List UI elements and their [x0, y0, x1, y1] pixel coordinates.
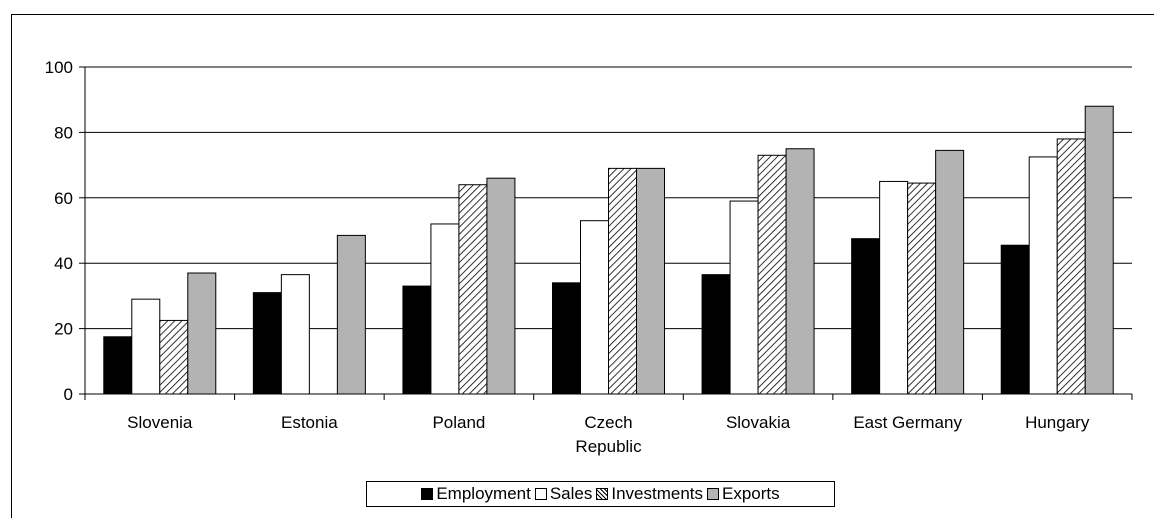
bar-employment-estonia [252, 292, 282, 395]
bar-exports-poland [486, 177, 516, 395]
category-label: Republic [575, 437, 642, 456]
y-tick-labels: 0 20 40 60 80 100 [45, 58, 73, 404]
bar-sales-estonia [280, 274, 310, 395]
bar-investments-poland [458, 184, 488, 395]
bar-sales-poland [430, 223, 460, 395]
bar-sales-east-germany [879, 180, 909, 395]
legend-label: Sales [549, 484, 593, 503]
bar-exports-slovenia [187, 272, 217, 395]
bar-exports-slovakia [785, 148, 815, 395]
category-label: Poland [432, 413, 485, 432]
y-tick-label: 60 [54, 189, 73, 208]
bar-investments-hungary [1056, 138, 1086, 395]
category-label: Slovakia [726, 413, 791, 432]
y-tick-label: 40 [54, 254, 73, 273]
bar-sales-hungary [1028, 156, 1058, 395]
category-label: Slovenia [127, 413, 193, 432]
category-label: Hungary [1025, 413, 1090, 432]
bars [103, 105, 1114, 395]
category-label: Estonia [281, 413, 338, 432]
bar-exports-estonia [336, 234, 366, 395]
legend-item-employment: Employment [421, 484, 531, 504]
legend: Employment Sales Investments Exports [366, 481, 835, 507]
bar-exports-east-germany [935, 149, 965, 395]
y-tick-label: 80 [54, 123, 73, 142]
legend-swatch-employment [421, 488, 434, 500]
bar-employment-poland [402, 285, 432, 395]
legend-swatch-investments [596, 488, 609, 500]
bar-employment-east-germany [851, 238, 881, 395]
bar-employment-slovakia [701, 274, 731, 395]
bar-employment-slovenia [103, 336, 133, 395]
bar-employment-hungary [1000, 244, 1030, 395]
bar-sales-czech-republic [580, 220, 609, 395]
chart-frame [11, 14, 1154, 518]
category-label: Czech [584, 413, 632, 432]
legend-label: Employment [436, 484, 531, 503]
bar-sales-slovenia [131, 298, 161, 395]
legend-item-exports: Exports [707, 484, 780, 504]
y-tick-label: 20 [54, 320, 73, 339]
bar-exports-hungary [1084, 105, 1114, 395]
axes [79, 66, 1133, 400]
category-label: East Germany [853, 413, 962, 432]
y-tick-label: 100 [45, 58, 73, 77]
legend-item-investments: Investments [596, 484, 703, 504]
y-tick-label: 0 [64, 385, 73, 404]
bar-employment-czech-republic [552, 282, 581, 395]
bar-exports-czech-republic [636, 167, 665, 395]
legend-swatch-sales [534, 488, 547, 500]
legend-label: Investments [611, 484, 704, 503]
category-labels: Slovenia Estonia Poland Czech Republic Slovak… [127, 413, 1090, 456]
bar-investments-slovenia [159, 319, 189, 395]
legend-label: Exports [722, 484, 780, 503]
bar-sales-slovakia [729, 200, 759, 395]
legend-item-sales: Sales [534, 484, 593, 504]
bar-investments-east-germany [907, 182, 937, 395]
bar-investments-slovakia [757, 154, 787, 395]
legend-swatch-exports [707, 488, 720, 500]
bar-investments-czech-republic [608, 167, 637, 395]
